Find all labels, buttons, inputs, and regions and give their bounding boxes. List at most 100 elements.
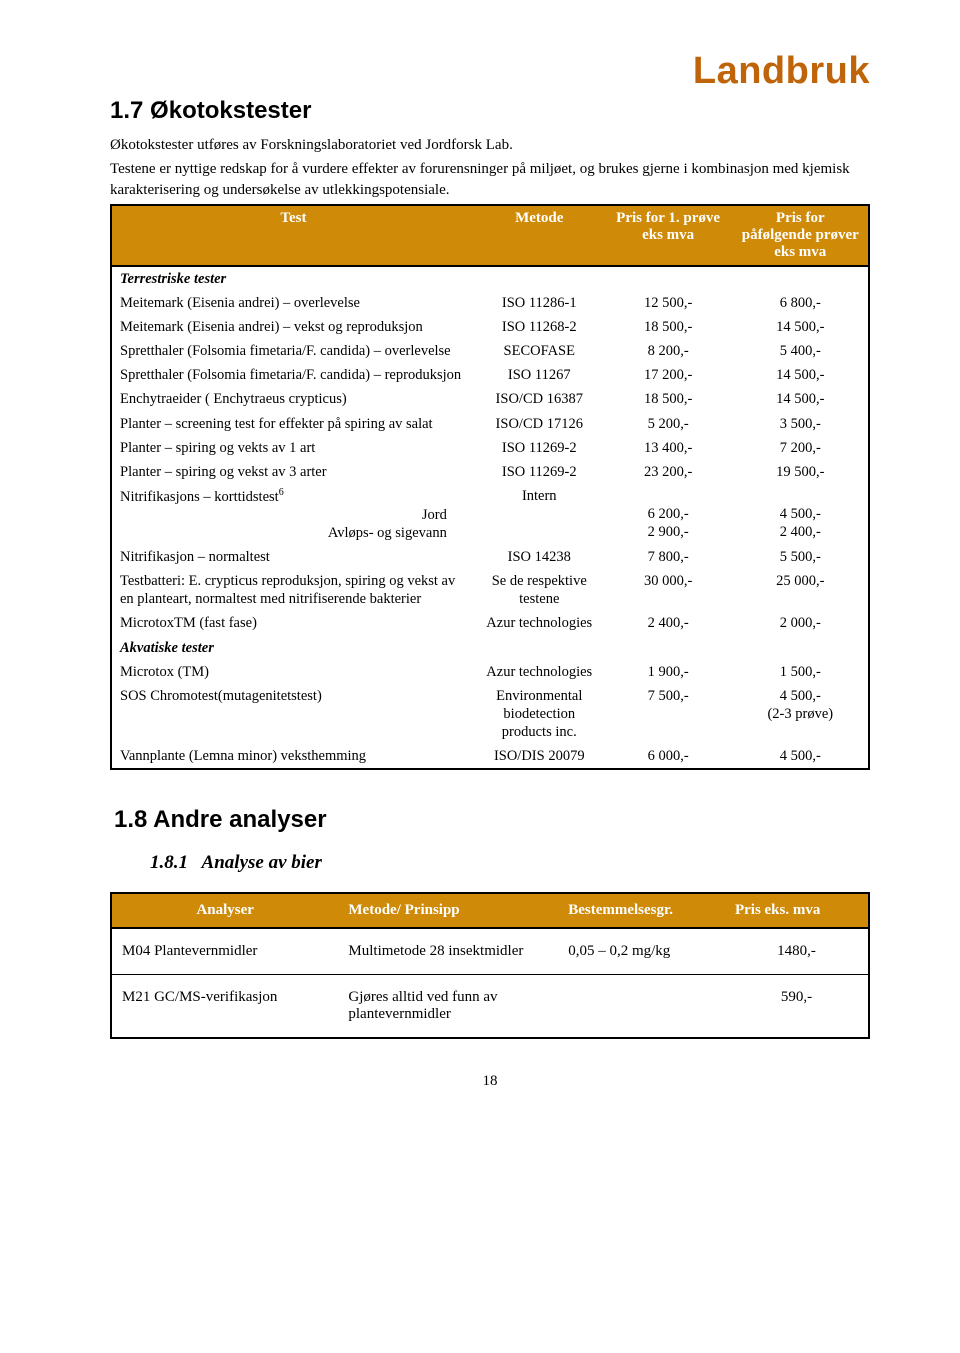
cell-price2: 1 500,- [733, 660, 869, 684]
cell-limit: 0,05 – 0,2 mg/kg [558, 928, 725, 975]
section-1-7-title: 1.7 Økotokstester [110, 97, 870, 125]
subline-label: Avløps- og sigevann [120, 524, 467, 542]
th-price: Pris eks. mva [725, 893, 869, 928]
subsection-1-8-1: 1.8.1 Analyse av bier [150, 852, 870, 874]
cell-price1: 18 500,- [604, 315, 733, 339]
cell-method: ISO 11286-1 [475, 291, 604, 315]
cell-price1: 8 200,- [604, 339, 733, 363]
intro-line-2: Testene er nyttige redskap for å vurdere… [110, 159, 870, 200]
cell-price1: 18 500,- [604, 387, 733, 411]
cell-price2: 7 200,- [733, 436, 869, 460]
cell-test: MicrotoxTM (fast fase) [111, 611, 475, 635]
bier-table: Analyser Metode/ Prinsipp Bestemmelsesgr… [110, 892, 870, 1039]
cell-test: Planter – screening test for effekter på… [111, 412, 475, 436]
table-row: Nitrifikasjon – normaltestISO 142387 800… [111, 545, 869, 569]
cell-method: ISO 11267 [475, 363, 604, 387]
cell-price2: 4 500,- [733, 744, 869, 769]
table-row: Vannplante (Lemna minor) veksthemmingISO… [111, 744, 869, 769]
brand-header: Landbruk [110, 50, 870, 93]
table-row: MicrotoxTM (fast fase)Azur technologies2… [111, 611, 869, 635]
table-header-row: Analyser Metode/ Prinsipp Bestemmelsesgr… [111, 893, 869, 928]
th-method: Metode [475, 205, 604, 266]
table-row: Planter – spiring og vekst av 3 arterISO… [111, 460, 869, 484]
subsection-number: 1.8.1 [150, 852, 188, 873]
th-analyser: Analyser [111, 893, 338, 928]
table-header-row: Test Metode Pris for 1. prøve eks mva Pr… [111, 205, 869, 266]
subheading-label: Terrestriske tester [111, 266, 869, 291]
cell-test: Enchytraeider ( Enchytraeus crypticus) [111, 387, 475, 411]
cell-price1: 17 200,- [604, 363, 733, 387]
footnote-sup: 6 [279, 487, 284, 498]
cell-method: Se de respektive testene [475, 569, 604, 611]
cell-method: SECOFASE [475, 339, 604, 363]
th-method: Metode/ Prinsipp [338, 893, 558, 928]
cell-price1: 30 000,- [604, 569, 733, 611]
cell-analysis: M04 Plantevernmidler [111, 928, 338, 975]
th-price1: Pris for 1. prøve eks mva [604, 205, 733, 266]
cell-test: Microtox (TM) [111, 660, 475, 684]
cell-test: Vannplante (Lemna minor) veksthemming [111, 744, 475, 769]
cell-price2: 4 500,-2 400,- [733, 484, 869, 545]
cell-method: Azur technologies [475, 660, 604, 684]
cell-method: ISO 11269-2 [475, 436, 604, 460]
cell-price1: 1 900,- [604, 660, 733, 684]
cell-price2: 25 000,- [733, 569, 869, 611]
cell-method: ISO/CD 17126 [475, 412, 604, 436]
cell-method: ISO 14238 [475, 545, 604, 569]
table-row: Planter – spiring og vekts av 1 artISO 1… [111, 436, 869, 460]
cell-price1: 13 400,- [604, 436, 733, 460]
subheading-label: Akvatiske tester [111, 636, 869, 660]
th-price2: Pris for påfølgende prøver eks mva [733, 205, 869, 266]
cell-value: 4 500,- [741, 505, 860, 523]
section-number: 1.7 [110, 97, 143, 124]
section-name: Økotokstester [150, 97, 311, 124]
cell-method: Azur technologies [475, 611, 604, 635]
table-row: Spretthaler (Folsomia fimetaria/F. candi… [111, 363, 869, 387]
cell-price1: 12 500,- [604, 291, 733, 315]
cell-limit [558, 975, 725, 1039]
cell-price1: 2 400,- [604, 611, 733, 635]
subsection-name: Analyse av bier [202, 852, 322, 873]
cell-test: Testbatteri: E. crypticus reproduksjon, … [111, 569, 475, 611]
cell-price2: 14 500,- [733, 387, 869, 411]
subline-label: Jord [120, 506, 467, 524]
cell-price1: 6 200,-2 900,- [604, 484, 733, 545]
table-row: M04 PlantevernmidlerMultimetode 28 insek… [111, 928, 869, 975]
cell-price2: 4 500,- (2-3 prøve) [733, 684, 869, 744]
page-number: 18 [110, 1073, 870, 1090]
cell-price1: 23 200,- [604, 460, 733, 484]
cell-method: Multimetode 28 insektmidler [338, 928, 558, 975]
cell-analysis: M21 GC/MS-verifikasjon [111, 975, 338, 1039]
section-name: Andre analyser [153, 806, 326, 833]
subheading-aquatic: Akvatiske tester [111, 636, 869, 660]
subheading-terrestrial: Terrestriske tester [111, 266, 869, 291]
cell-price2: 6 800,- [733, 291, 869, 315]
table-row: Spretthaler (Folsomia fimetaria/F. candi… [111, 339, 869, 363]
cell-test: Spretthaler (Folsomia fimetaria/F. candi… [111, 363, 475, 387]
section-1-8-title: 1.8 Andre analyser [114, 806, 870, 834]
cell-price2: 19 500,- [733, 460, 869, 484]
cell-price2: 3 500,- [733, 412, 869, 436]
table-row-nitri: Nitrifikasjons – korttidstest6JordAvløps… [111, 484, 869, 545]
cell-method: ISO 11269-2 [475, 460, 604, 484]
cell-test: Planter – spiring og vekts av 1 art [111, 436, 475, 460]
cell-price2: 14 500,- [733, 363, 869, 387]
table-row: Meitemark (Eisenia andrei) – vekst og re… [111, 315, 869, 339]
cell-value: 6 200,- [612, 505, 725, 523]
cell-price1: 7 500,- [604, 684, 733, 744]
cell-price1: 6 000,- [604, 744, 733, 769]
ecotox-table: Test Metode Pris for 1. prøve eks mva Pr… [110, 204, 870, 771]
cell-method: ISO/CD 16387 [475, 387, 604, 411]
th-test: Test [111, 205, 475, 266]
cell-test: Meitemark (Eisenia andrei) – overlevelse [111, 291, 475, 315]
table-row: Microtox (TM)Azur technologies1 900,-1 5… [111, 660, 869, 684]
cell-method: Gjøres alltid ved funn av plantevernmidl… [338, 975, 558, 1039]
cell-test: Planter – spiring og vekst av 3 arter [111, 460, 475, 484]
cell-price1: 7 800,- [604, 545, 733, 569]
table-row: Testbatteri: E. crypticus reproduksjon, … [111, 569, 869, 611]
cell-price: 590,- [725, 975, 869, 1039]
cell-method: ISO/DIS 20079 [475, 744, 604, 769]
cell-price2: 2 000,- [733, 611, 869, 635]
cell-price2: 5 400,- [733, 339, 869, 363]
table-row: Planter – screening test for effekter på… [111, 412, 869, 436]
